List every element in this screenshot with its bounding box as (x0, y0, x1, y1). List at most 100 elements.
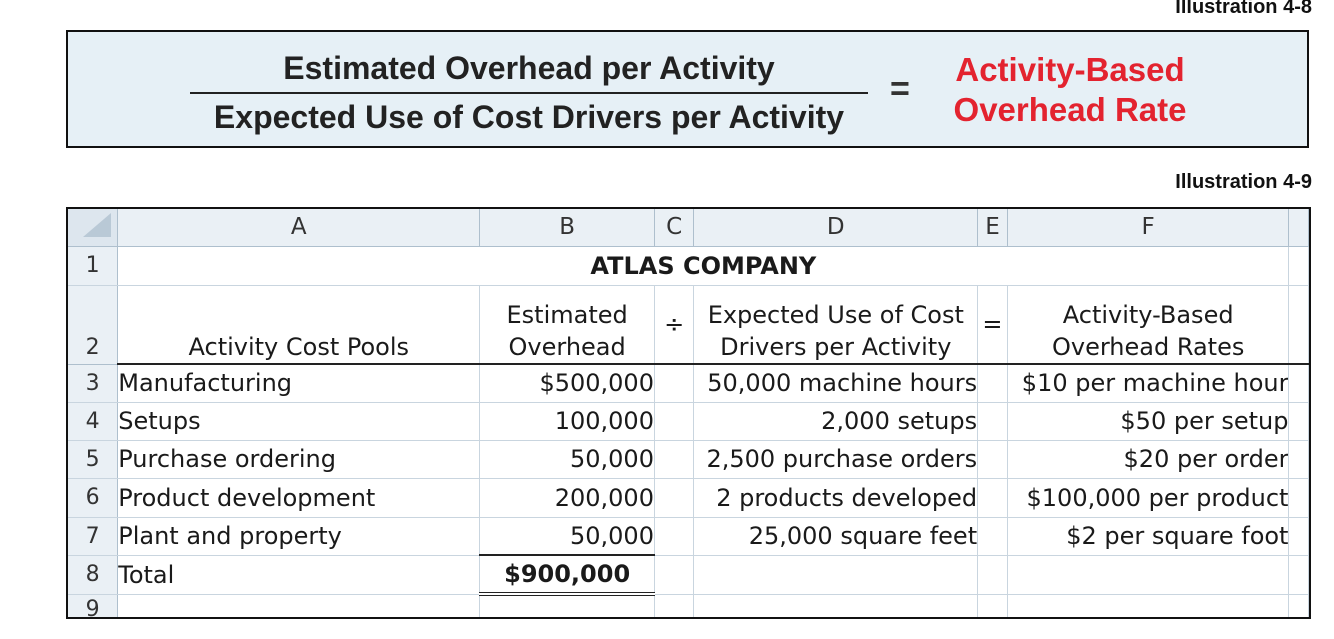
cell[interactable] (977, 440, 1008, 479)
cell[interactable] (654, 364, 695, 403)
spreadsheet: A B C D E F 1 ATLAS COMPANY 2 Activity C… (66, 207, 1311, 619)
row-number[interactable]: 9 (68, 594, 119, 617)
header-expected-use-of-cost-drivers[interactable]: Expected Use of Cost Drivers per Activit… (693, 285, 979, 365)
overhead-cell[interactable]: 50,000 (479, 440, 655, 479)
header-activity-based-overhead-rates[interactable]: Activity-Based Overhead Rates (1007, 285, 1290, 365)
illustration-4-8-label: Illustration 4-8 (1175, 0, 1312, 18)
table-row: 5 Purchase ordering 50,000 2,500 purchas… (68, 440, 1309, 479)
illustration-4-9-label: Illustration 4-9 (1175, 171, 1312, 193)
table-row: 4 Setups 100,000 2,000 setups $50 per se… (68, 402, 1309, 441)
cell[interactable] (1288, 517, 1309, 556)
cost-driver-cell[interactable]: 25,000 square feet (693, 517, 979, 556)
cell[interactable] (1288, 478, 1309, 518)
cell[interactable] (1288, 285, 1309, 365)
header-text-line: Drivers per Activity (720, 333, 952, 361)
cell[interactable] (654, 555, 695, 595)
cell[interactable] (654, 478, 695, 518)
cell[interactable] (1288, 594, 1309, 617)
cell[interactable] (977, 594, 1008, 617)
header-text-line: Activity-Based (1062, 301, 1234, 329)
cell[interactable] (117, 594, 481, 617)
column-header-blank (1288, 209, 1309, 247)
rate-cell[interactable]: $10 per machine hour (1007, 364, 1290, 403)
formula-box: Estimated Overhead per Activity Expected… (66, 30, 1309, 148)
total-label-cell[interactable]: Total (117, 555, 481, 595)
row-number[interactable]: 7 (68, 517, 119, 556)
cell[interactable] (654, 517, 695, 556)
formula-result-line2: Overhead Rate (953, 91, 1187, 128)
cell[interactable] (693, 594, 979, 617)
cell[interactable] (479, 594, 655, 617)
cell[interactable] (1007, 555, 1290, 595)
equals-sign-cell[interactable]: = (977, 285, 1008, 365)
divide-sign-cell[interactable]: ÷ (654, 285, 695, 365)
header-activity-cost-pools[interactable]: Activity Cost Pools (117, 285, 481, 365)
cell[interactable] (1288, 246, 1309, 286)
row-number[interactable]: 6 (68, 478, 119, 518)
formula-numerator: Estimated Overhead per Activity (283, 50, 775, 86)
table-row: 9 (68, 594, 1309, 617)
rate-cell[interactable]: $20 per order (1007, 440, 1290, 479)
cell[interactable] (1288, 555, 1309, 595)
row-number[interactable]: 4 (68, 402, 119, 441)
spreadsheet-grid: A B C D E F 1 ATLAS COMPANY 2 Activity C… (68, 209, 1309, 617)
header-text-line: Estimated (506, 301, 628, 329)
header-text-line: Overhead (508, 333, 626, 361)
header-estimated-overhead[interactable]: Estimated Overhead (479, 285, 655, 365)
column-header-d[interactable]: D (693, 209, 979, 247)
row-number[interactable]: 8 (68, 555, 119, 595)
formula-fraction: Estimated Overhead per Activity Expected… (190, 46, 868, 140)
cost-driver-cell[interactable]: 50,000 machine hours (693, 364, 979, 403)
cell[interactable] (1288, 364, 1309, 403)
cell[interactable] (977, 555, 1008, 595)
cost-driver-cell[interactable]: 2,500 purchase orders (693, 440, 979, 479)
cell[interactable] (977, 364, 1008, 403)
cell[interactable] (654, 440, 695, 479)
formula-result: Activity-Based Overhead Rate (940, 50, 1200, 130)
cell[interactable] (1007, 594, 1290, 617)
table-row: 2 Activity Cost Pools Estimated Overhead… (68, 285, 1309, 365)
cell[interactable] (654, 402, 695, 441)
header-text-line: Overhead Rates (1051, 333, 1245, 361)
cost-pool-cell[interactable]: Manufacturing (117, 364, 481, 403)
cell[interactable] (693, 555, 979, 595)
table-row: 1 ATLAS COMPANY (68, 246, 1309, 286)
column-header-f[interactable]: F (1007, 209, 1290, 247)
company-title-cell[interactable]: ATLAS COMPANY (117, 246, 1290, 286)
cost-pool-cell[interactable]: Setups (117, 402, 481, 441)
cell[interactable] (977, 402, 1008, 441)
total-overhead-cell[interactable]: $900,000 (479, 554, 655, 596)
cell[interactable] (977, 517, 1008, 556)
cell[interactable] (1288, 402, 1309, 441)
column-header-c[interactable]: C (654, 209, 695, 247)
overhead-cell[interactable]: 200,000 (479, 478, 655, 518)
row-number[interactable]: 3 (68, 364, 119, 403)
cell[interactable] (977, 478, 1008, 518)
total-row: 8 Total $900,000 (68, 554, 1309, 596)
column-header-e[interactable]: E (977, 209, 1008, 247)
row-number[interactable]: 1 (68, 246, 119, 286)
select-all-corner[interactable] (68, 209, 119, 247)
column-header-a[interactable]: A (117, 209, 481, 247)
cost-driver-cell[interactable]: 2,000 setups (693, 402, 979, 441)
column-header-row: A B C D E F (68, 209, 1309, 247)
rate-cell[interactable]: $100,000 per product (1007, 478, 1290, 518)
formula-result-line1: Activity-Based (955, 51, 1185, 88)
table-row: 3 Manufacturing $500,000 50,000 machine … (68, 364, 1309, 403)
cell[interactable] (1288, 440, 1309, 479)
column-header-b[interactable]: B (479, 209, 655, 247)
overhead-cell[interactable]: 50,000 (479, 517, 655, 556)
rate-cell[interactable]: $50 per setup (1007, 402, 1290, 441)
cost-pool-cell[interactable]: Product development (117, 478, 481, 518)
overhead-cell[interactable]: $500,000 (479, 364, 655, 403)
rate-cell[interactable]: $2 per square foot (1007, 517, 1290, 556)
table-row: 7 Plant and property 50,000 25,000 squar… (68, 517, 1309, 556)
cost-driver-cell[interactable]: 2 products developed (693, 478, 979, 518)
overhead-cell[interactable]: 100,000 (479, 402, 655, 441)
row-number[interactable]: 2 (68, 285, 119, 365)
cell[interactable] (654, 594, 695, 617)
row-number[interactable]: 5 (68, 440, 119, 479)
select-all-triangle-icon (82, 213, 111, 238)
cost-pool-cell[interactable]: Plant and property (117, 517, 481, 556)
cost-pool-cell[interactable]: Purchase ordering (117, 440, 481, 479)
